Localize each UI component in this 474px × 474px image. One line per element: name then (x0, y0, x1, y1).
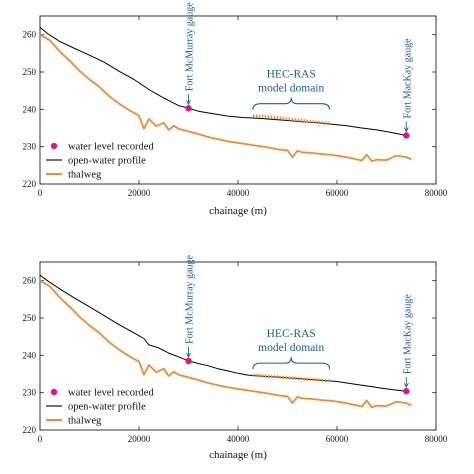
x-tick-label: 0 (38, 434, 43, 444)
x-tick-label: 60000 (326, 188, 349, 198)
water-level-marker (185, 105, 192, 112)
y-tick-label: 220 (23, 179, 37, 189)
y-tick-label: 230 (23, 142, 37, 152)
hecras-domain-title: HEC-RAS (267, 328, 316, 340)
hecras-domain-brace (252, 357, 331, 370)
x-tick-label: 80000 (425, 434, 448, 444)
hecras-model-profile (252, 114, 330, 125)
fort-mcmurray-label: Fort McMurray gauge (185, 2, 196, 91)
y-tick-label: 220 (23, 425, 37, 435)
x-tick-label: 40000 (227, 188, 250, 198)
fort-mackay-arrowhead (403, 127, 409, 133)
fort-mcmurray-arrowhead (186, 352, 191, 358)
water-level-marker (185, 357, 192, 365)
y-tick-label: 250 (23, 67, 37, 77)
open-water-profile-line (39, 274, 407, 392)
hecras-domain-subtitle: model domain (258, 342, 324, 354)
legend-thalweg-label: thalweg (68, 416, 102, 427)
y-tick-label: 230 (23, 388, 37, 398)
fort-mcmurray-arrowhead (186, 100, 191, 106)
legend-water-level-marker (50, 142, 58, 150)
water-level-marker (403, 132, 410, 139)
water-level-marker (403, 387, 410, 395)
hecras-domain-title: HEC-RAS (267, 69, 316, 81)
x-axis-label: chainage (m) (209, 205, 267, 217)
legend-thalweg-label: thalweg (68, 170, 102, 181)
hecras-domain-brace (252, 97, 331, 110)
x-tick-label: 20000 (128, 434, 151, 444)
y-tick-label: 250 (23, 313, 37, 323)
thalweg-line (39, 33, 412, 163)
x-tick-label: 20000 (128, 188, 151, 198)
thalweg-line (39, 279, 412, 409)
chart-panel-top: 0 20000 40000 60000 80000 220 230 240 250 260 chai… (23, 2, 448, 217)
legend-open-water-label: open-water profile (68, 402, 146, 413)
legend-water-level-marker (50, 388, 58, 396)
x-tick-label: 0 (38, 188, 43, 198)
y-tick-label: 260 (23, 276, 37, 286)
hecras-domain-subtitle: model domain (258, 83, 324, 95)
legend-water-level-label: water level recorded (68, 388, 154, 399)
fort-mackay-label: Fort MacKay gauge (402, 38, 413, 119)
x-tick-label: 80000 (425, 188, 448, 198)
legend-water-level-label: water level recorded (68, 142, 154, 153)
x-tick-label: 60000 (326, 434, 349, 444)
chart-panel-bottom: 0 20000 40000 60000 80000 220 230 240 250 260 chai… (23, 255, 448, 461)
fort-mcmurray-label: Fort McMurray gauge (185, 255, 196, 344)
y-tick-label: 240 (23, 104, 37, 114)
x-axis-label: chainage (m) (209, 449, 267, 461)
hecras-model-profile (252, 373, 330, 383)
fort-mackay-arrowhead (403, 382, 409, 389)
fort-mackay-label: Fort MacKay gauge (402, 294, 413, 375)
y-tick-label: 260 (23, 30, 37, 40)
y-tick-label: 240 (23, 350, 37, 360)
open-water-profile-line (39, 26, 407, 136)
legend-open-water-label: open-water profile (68, 156, 146, 167)
x-tick-label: 40000 (227, 434, 250, 444)
